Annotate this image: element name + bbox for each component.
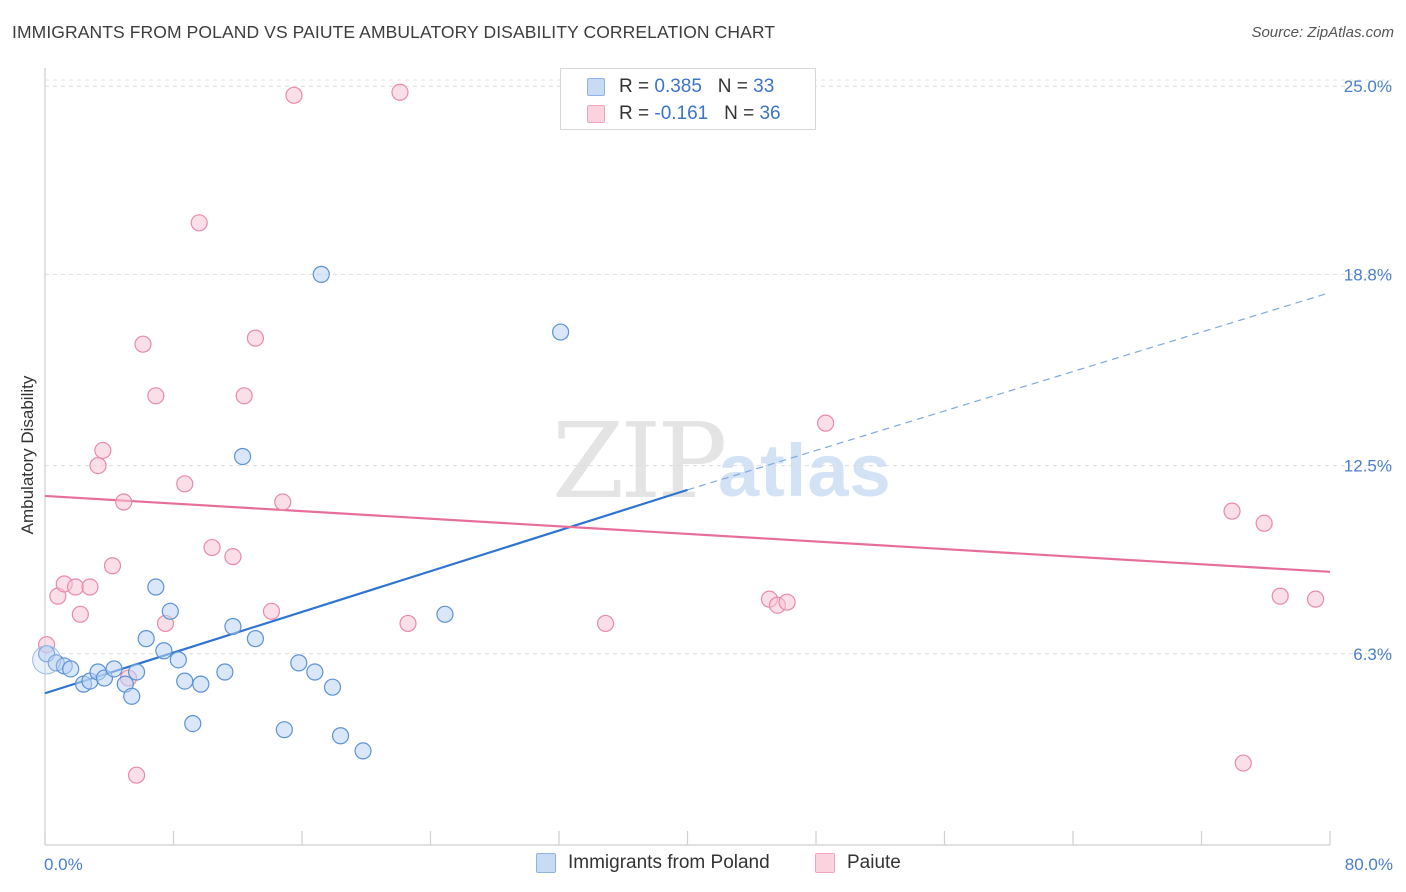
- legend-swatch-paiute: [815, 853, 835, 873]
- data-point-paiute: [1271, 587, 1289, 605]
- data-point-poland: [127, 663, 146, 681]
- stats-n-value-paiute: 36: [759, 103, 781, 124]
- legend-swatch-poland: [536, 853, 556, 873]
- legend-label-poland: Immigrants from Poland: [568, 852, 770, 873]
- data-point-paiute: [596, 614, 615, 633]
- data-point-paiute: [1234, 754, 1252, 772]
- data-point-paiute: [391, 83, 409, 101]
- data-point-paiute: [103, 557, 122, 575]
- data-point-poland: [137, 630, 155, 648]
- data-points: [32, 83, 1325, 784]
- data-point-poland: [290, 654, 308, 672]
- data-point-poland: [436, 605, 454, 623]
- y-tick-label: 6.3%: [1353, 645, 1392, 664]
- data-point-paiute: [71, 605, 89, 623]
- data-point-paiute: [1223, 502, 1241, 520]
- stats-r-value-poland: 0.385: [654, 76, 702, 97]
- axes: [44, 68, 1331, 846]
- data-point-paiute: [1255, 514, 1273, 532]
- chart-title: IMMIGRANTS FROM POLAND VS PAIUTE AMBULAT…: [12, 22, 776, 42]
- data-point-poland: [169, 651, 187, 669]
- data-point-poland: [105, 660, 123, 678]
- data-point-paiute: [66, 578, 85, 596]
- data-point-poland: [224, 617, 242, 636]
- data-point-paiute: [246, 329, 265, 347]
- stats-swatch-paiute: [587, 105, 605, 123]
- x-tick-label: 80.0%: [1345, 855, 1393, 874]
- stats-n-label: N =: [724, 103, 760, 124]
- y-tick-label: 12.5%: [1344, 457, 1392, 476]
- data-point-poland: [184, 714, 202, 733]
- data-point-poland: [176, 672, 194, 690]
- data-point-paiute: [176, 475, 194, 493]
- data-point-poland: [331, 727, 350, 745]
- data-point-poland: [62, 660, 80, 678]
- data-point-poland: [552, 323, 570, 341]
- legend-label-paiute: Paiute: [847, 852, 901, 873]
- watermark-atlas: atlas: [718, 429, 892, 512]
- legend-item-poland[interactable]: Immigrants from Poland: [536, 852, 770, 874]
- data-point-poland: [155, 642, 173, 660]
- stats-box: R = 0.385 N = 33 R = -0.161 N = 36: [560, 68, 816, 130]
- watermark-zip: ZIP: [552, 400, 727, 522]
- data-point-poland: [216, 663, 234, 681]
- data-point-paiute: [134, 335, 152, 353]
- data-point-paiute: [399, 614, 417, 633]
- stats-r-value-paiute: -0.161: [654, 103, 709, 124]
- data-point-paiute: [1306, 590, 1325, 608]
- data-point-poland: [192, 675, 210, 693]
- trend-line-poland-extension: [687, 292, 1331, 491]
- data-point-poland: [306, 663, 324, 681]
- tick-labels: 6.3% 12.5% 18.8% 25.0% 0.0% 80.0%: [44, 77, 1393, 874]
- data-point-paiute: [778, 593, 796, 611]
- data-point-poland: [233, 447, 252, 466]
- data-point-poland: [147, 578, 165, 596]
- source-label: Source: ZipAtlas.com: [1251, 24, 1394, 41]
- data-point-poland: [275, 721, 293, 739]
- gridlines: [45, 79, 1392, 655]
- data-point-poland: [246, 630, 265, 648]
- data-point-paiute: [285, 86, 303, 104]
- data-point-paiute: [235, 387, 253, 405]
- data-point-paiute: [274, 493, 292, 511]
- data-point-paiute: [81, 578, 99, 596]
- trend-line-poland: [44, 488, 688, 695]
- stats-n-value-poland: 33: [753, 76, 775, 97]
- stats-r-label: R =: [619, 76, 655, 97]
- stats-n-label: N =: [717, 76, 754, 97]
- y-tick-label: 25.0%: [1344, 77, 1392, 96]
- data-point-paiute: [190, 214, 208, 232]
- data-point-poland: [323, 678, 342, 696]
- data-point-paiute: [127, 766, 146, 784]
- data-point-paiute: [89, 457, 107, 475]
- data-point-poland: [123, 687, 141, 705]
- legend-item-paiute[interactable]: Paiute: [815, 852, 901, 874]
- data-point-paiute: [203, 538, 221, 557]
- x-tick-label: 0.0%: [44, 855, 83, 874]
- data-point-paiute: [147, 387, 165, 405]
- data-point-poland: [161, 602, 179, 620]
- data-point-poland: [312, 265, 330, 283]
- data-point-paiute: [94, 441, 112, 460]
- data-point-paiute: [817, 414, 835, 432]
- data-point-paiute: [224, 548, 242, 566]
- data-point-paiute: [115, 493, 133, 511]
- data-point-poland: [354, 742, 372, 760]
- data-point-cluster: [32, 645, 62, 675]
- y-tick-label: 18.8%: [1344, 265, 1392, 284]
- trend-lines: [44, 292, 1331, 695]
- stats-swatch-poland: [587, 78, 605, 96]
- trend-line-paiute: [44, 494, 1331, 573]
- stats-r-label: R =: [619, 103, 655, 124]
- data-point-paiute: [262, 602, 281, 620]
